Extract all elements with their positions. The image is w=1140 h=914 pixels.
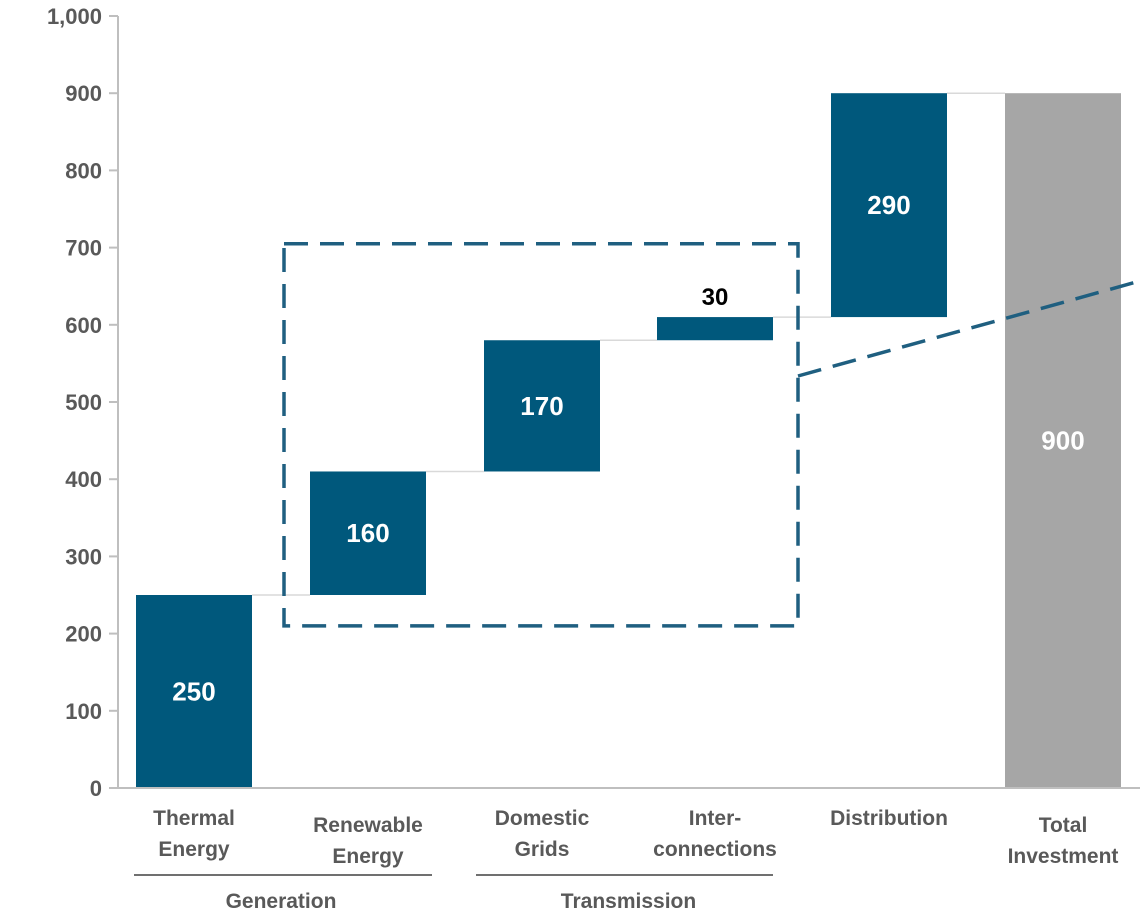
y-tick-label: 500 bbox=[65, 390, 102, 415]
x-category-label: Renewable Energy bbox=[313, 814, 423, 868]
category-groups: Generation Transmission bbox=[134, 874, 773, 913]
y-tick-label: 900 bbox=[65, 81, 102, 106]
x-category-label: Total Investment bbox=[1008, 814, 1119, 868]
x-category-label: Thermal Energy bbox=[153, 807, 235, 861]
y-tick-label: 800 bbox=[65, 158, 102, 183]
bar bbox=[136, 595, 252, 788]
y-tick-label: 1,000 bbox=[47, 4, 102, 29]
x-category-line: Renewable bbox=[313, 814, 423, 837]
x-axis: Thermal Energy Renewable Energy Domestic Grid… bbox=[118, 787, 1140, 868]
y-tick-label: 400 bbox=[65, 467, 102, 492]
y-tick-label: 300 bbox=[65, 544, 102, 569]
x-category-line: Investment bbox=[1008, 845, 1119, 868]
x-category-line: Domestic bbox=[495, 807, 590, 830]
x-category-label: Distribution bbox=[830, 807, 948, 830]
bar bbox=[1005, 93, 1121, 788]
x-category-line: Energy bbox=[158, 838, 230, 861]
bars bbox=[136, 93, 1121, 788]
group-label: Transmission bbox=[561, 890, 696, 913]
dashed-leader-line bbox=[797, 279, 1140, 378]
data-labels: 250 160 170 30 290 900 bbox=[172, 190, 1084, 706]
group-label: Generation bbox=[226, 890, 337, 913]
x-category-line: Inter- bbox=[689, 807, 742, 830]
highlight-box bbox=[282, 241, 1140, 628]
data-label: 160 bbox=[346, 518, 389, 548]
connectors bbox=[252, 92, 1005, 596]
y-tick-label: 700 bbox=[65, 236, 102, 261]
bar bbox=[831, 93, 947, 318]
x-category-line: Distribution bbox=[830, 807, 948, 830]
x-category-label: Inter-connections bbox=[653, 807, 777, 861]
x-category-line: connections bbox=[653, 838, 777, 861]
bar bbox=[657, 317, 773, 341]
data-label: 900 bbox=[1041, 426, 1084, 456]
x-category-label: Domestic Grids bbox=[495, 807, 590, 861]
y-tick-label: 200 bbox=[65, 622, 102, 647]
data-label: 250 bbox=[172, 677, 215, 707]
data-label: 170 bbox=[520, 391, 563, 421]
bar bbox=[310, 471, 426, 595]
y-tick-label: 100 bbox=[65, 699, 102, 724]
bar bbox=[484, 340, 600, 472]
x-category-line: Total bbox=[1039, 814, 1088, 837]
data-label: 290 bbox=[867, 190, 910, 220]
x-category-line: Thermal bbox=[153, 807, 235, 830]
data-label: 30 bbox=[702, 284, 729, 311]
y-tick-label: 600 bbox=[65, 313, 102, 338]
y-tick-label: 0 bbox=[90, 776, 102, 801]
y-axis: 0 100 200 300 400 500 600 700 800 900 1,000 bbox=[47, 4, 119, 801]
x-category-line: Energy bbox=[332, 845, 404, 868]
dashed-box bbox=[282, 241, 800, 628]
x-category-line: Grids bbox=[515, 838, 570, 861]
